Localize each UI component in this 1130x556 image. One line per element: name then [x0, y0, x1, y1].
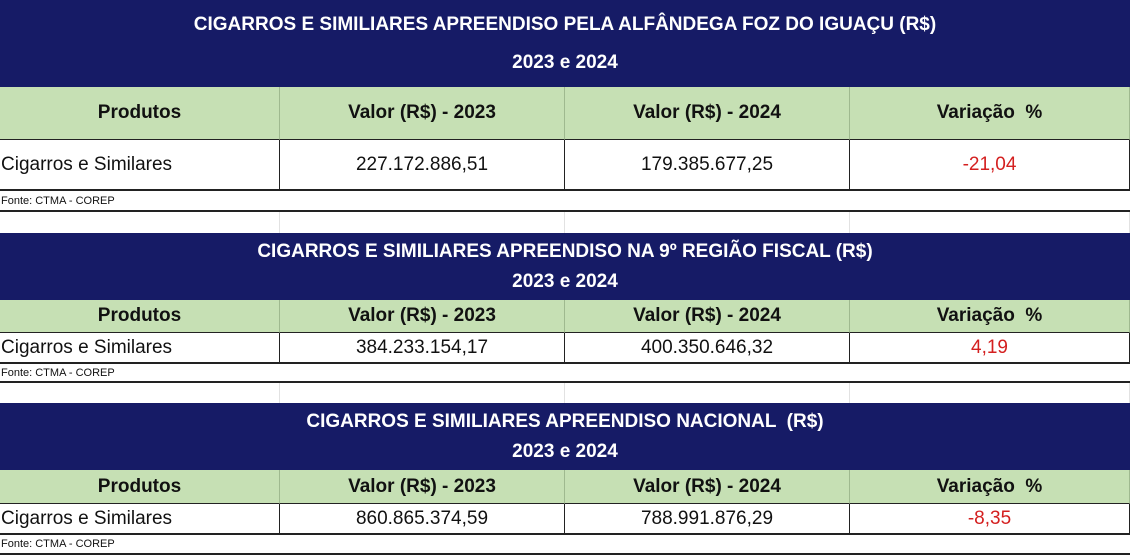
- spacer-cell: [850, 383, 1130, 403]
- value-cell: 788.991.876,29: [565, 504, 850, 535]
- column-header: Valor (R$) - 2024: [565, 87, 850, 140]
- column-header: Produtos: [0, 87, 280, 140]
- column-header: Produtos: [0, 470, 280, 504]
- product-cell: Cigarros e Similares: [0, 333, 280, 364]
- spacer-cell: [850, 212, 1130, 233]
- table-title: CIGARROS E SIMILIARES APREENDISO NACIONA…: [306, 411, 824, 433]
- column-header: Produtos: [0, 300, 280, 333]
- value-cell: -21,04: [850, 140, 1130, 191]
- spacer-cell: [280, 212, 565, 233]
- table-title-band: CIGARROS E SIMILIARES APREENDISO NA 9º R…: [0, 233, 1130, 300]
- value-cell: 384.233.154,17: [280, 333, 565, 364]
- column-header: Variação %: [850, 300, 1130, 333]
- spacer-cell: [280, 383, 565, 403]
- table-title-band: CIGARROS E SIMILIARES APREENDISO PELA AL…: [0, 0, 1130, 87]
- column-header: Valor (R$) - 2024: [565, 470, 850, 504]
- table-title-band: CIGARROS E SIMILIARES APREENDISO NACIONA…: [0, 403, 1130, 470]
- column-header: Variação %: [850, 470, 1130, 504]
- spacer-cell: [0, 383, 280, 403]
- spacer-cell: [565, 383, 850, 403]
- spacer-cell: [565, 212, 850, 233]
- value-cell: -8,35: [850, 504, 1130, 535]
- source-note: Fonte: CTMA - COREP: [0, 191, 1130, 212]
- table-title: CIGARROS E SIMILIARES APREENDISO NA 9º R…: [257, 241, 873, 263]
- spacer-cell: [0, 212, 280, 233]
- column-header: Valor (R$) - 2023: [280, 470, 565, 504]
- value-cell: 4,19: [850, 333, 1130, 364]
- table-subtitle: 2023 e 2024: [512, 440, 618, 462]
- value-cell: 860.865.374,59: [280, 504, 565, 535]
- table-title: CIGARROS E SIMILIARES APREENDISO PELA AL…: [193, 13, 937, 35]
- value-cell: 179.385.677,25: [565, 140, 850, 191]
- column-header: Variação %: [850, 87, 1130, 140]
- product-cell: Cigarros e Similares: [0, 140, 280, 191]
- value-cell: 400.350.646,32: [565, 333, 850, 364]
- source-note: Fonte: CTMA - COREP: [0, 535, 1130, 555]
- source-note: Fonte: CTMA - COREP: [0, 364, 1130, 383]
- table-subtitle: 2023 e 2024: [512, 270, 618, 292]
- column-header: Valor (R$) - 2023: [280, 87, 565, 140]
- value-cell: 227.172.886,51: [280, 140, 565, 191]
- product-cell: Cigarros e Similares: [0, 504, 280, 535]
- table-subtitle: 2023 e 2024: [512, 51, 618, 73]
- column-header: Valor (R$) - 2024: [565, 300, 850, 333]
- column-header: Valor (R$) - 2023: [280, 300, 565, 333]
